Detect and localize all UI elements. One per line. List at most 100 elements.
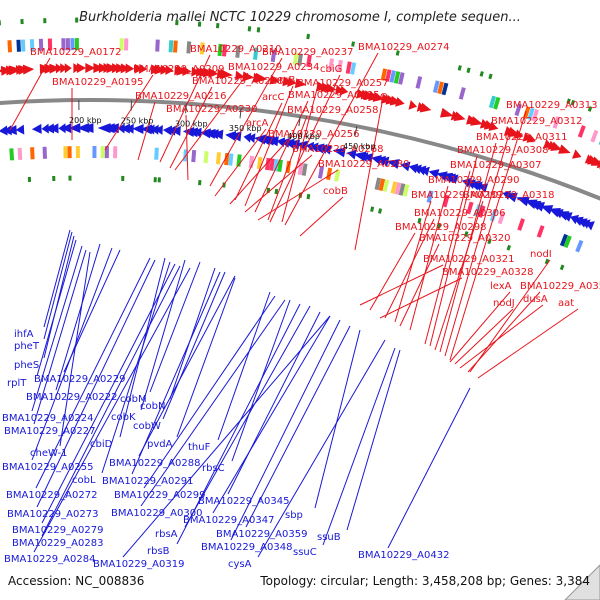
reverse-gene-label: BMA10229_A0345	[198, 496, 289, 507]
forward-gene-arrow	[282, 76, 293, 87]
forward-gene-arrow	[64, 63, 72, 74]
forward-leader-line	[379, 277, 463, 319]
reverse-leader-line	[143, 295, 276, 489]
reverse-gene-label: BMA10229_A0319	[93, 559, 184, 570]
feature-dot	[247, 26, 252, 32]
forward-gene-arrow	[439, 107, 454, 118]
reverse-leader-line	[33, 249, 87, 425]
forward-gene-label: BMA10229_A0306	[414, 208, 505, 219]
reverse-leader-line	[36, 239, 77, 377]
feature-block	[217, 43, 223, 57]
reverse-gene-label: cbiD	[90, 439, 113, 450]
forward-leader-line	[459, 304, 544, 369]
feature-dot	[417, 217, 422, 224]
forward-gene-label: BMA10229_A0307	[450, 160, 541, 171]
feature-dot	[544, 258, 550, 265]
forward-gene-arrow	[160, 64, 170, 75]
forward-gene-arrow	[488, 121, 499, 132]
feature-block	[292, 52, 299, 66]
forward-leader-line	[159, 54, 211, 163]
forward-gene-label: BMA10229_A0268	[292, 144, 383, 155]
forward-gene-label: BMA10229_A0195	[52, 77, 143, 88]
feature-dot	[559, 264, 565, 271]
reverse-gene-arrow	[61, 123, 72, 134]
reverse-gene-label: pheS	[14, 360, 39, 371]
feature-dot	[256, 27, 261, 33]
reverse-gene-arrow	[417, 165, 427, 176]
tick-label: 400 kbp	[287, 132, 320, 141]
forward-leader-line	[444, 126, 512, 357]
forward-gene-label: BMA10229_A0312	[491, 116, 582, 127]
feature-dot	[52, 175, 56, 182]
forward-gene-arrow	[22, 64, 35, 75]
feature-block	[380, 68, 388, 81]
tick-label: 200 kbp	[69, 116, 102, 125]
forward-gene-arrow	[134, 63, 143, 74]
feature-block	[119, 38, 124, 51]
reverse-gene-label: ssuC	[293, 547, 317, 558]
reverse-gene-arrow	[150, 124, 159, 135]
reverse-leader-line	[184, 305, 311, 528]
feature-block	[478, 205, 486, 218]
forward-gene-label: arcC	[262, 92, 285, 103]
reverse-gene-arrow	[192, 127, 202, 138]
forward-gene-arrow	[550, 141, 562, 152]
forward-gene-label: arcB	[273, 75, 296, 86]
reverse-leader-line	[322, 347, 396, 546]
feature-dot	[570, 99, 576, 106]
forward-gene-label: BMA10229_A0209	[133, 64, 224, 75]
forward-leader-line	[137, 101, 156, 161]
feature-block	[29, 39, 35, 52]
reverse-gene-arrow	[532, 202, 546, 212]
reverse-gene-arrow	[413, 164, 422, 175]
feature-block	[301, 163, 308, 176]
reverse-gene-arrow	[286, 139, 300, 150]
forward-gene-arrow	[120, 63, 131, 74]
feature-block	[20, 39, 26, 52]
reverse-gene-label: BMA10229_A0300	[111, 508, 202, 519]
accession-text: Accession: NC_008836	[8, 574, 145, 588]
feature-dot	[153, 177, 157, 183]
forward-gene-label: BMA10229_A0357	[520, 281, 600, 292]
forward-gene-label: BMA10229_A0210	[190, 44, 281, 55]
feature-block	[334, 169, 341, 182]
feature-block	[17, 147, 23, 160]
feature-dot	[306, 33, 311, 40]
forward-leader-line	[477, 308, 579, 379]
feature-block	[16, 39, 21, 52]
topology-summary: Topology: circular; Length: 3,458,208 bp…	[260, 574, 590, 588]
reverse-gene-arrow	[132, 124, 144, 135]
forward-leader-line	[169, 86, 213, 169]
reverse-leader-line	[43, 231, 73, 340]
forward-leader-line	[449, 110, 527, 361]
feature-block	[67, 146, 72, 159]
reverse-gene-arrow	[421, 166, 430, 177]
reverse-gene-arrow	[380, 156, 390, 167]
feature-block	[415, 76, 423, 89]
reverse-gene-label: cobL	[72, 475, 96, 486]
forward-leader-line	[244, 85, 294, 207]
reverse-gene-label: BMA10229_A0432	[358, 550, 449, 561]
reverse-leader-line	[169, 267, 216, 400]
feature-dot	[43, 18, 47, 24]
reverse-leader-line	[140, 259, 186, 411]
reverse-gene-label: BMA10229_A0299	[114, 490, 205, 501]
reverse-gene-arrow	[187, 127, 199, 138]
feature-dot	[157, 177, 161, 183]
forward-gene-arrow	[372, 92, 385, 102]
feature-block	[7, 40, 13, 53]
reverse-gene-arrow	[569, 214, 580, 225]
forward-gene-arrow	[453, 111, 466, 122]
feature-block	[155, 39, 160, 52]
reverse-gene-arrow	[276, 137, 286, 148]
feature-block	[432, 80, 440, 93]
reverse-gene-arrow	[444, 173, 457, 184]
feature-dot	[395, 50, 400, 56]
feature-block	[426, 190, 434, 203]
reverse-leader-line	[176, 303, 301, 545]
reverse-gene-arrow	[212, 129, 224, 140]
forward-gene-arrow	[182, 66, 192, 77]
reverse-gene-label: cheW-1	[30, 448, 67, 459]
reverse-leader-line	[227, 311, 321, 495]
reverse-gene-label: rplT	[7, 378, 27, 389]
